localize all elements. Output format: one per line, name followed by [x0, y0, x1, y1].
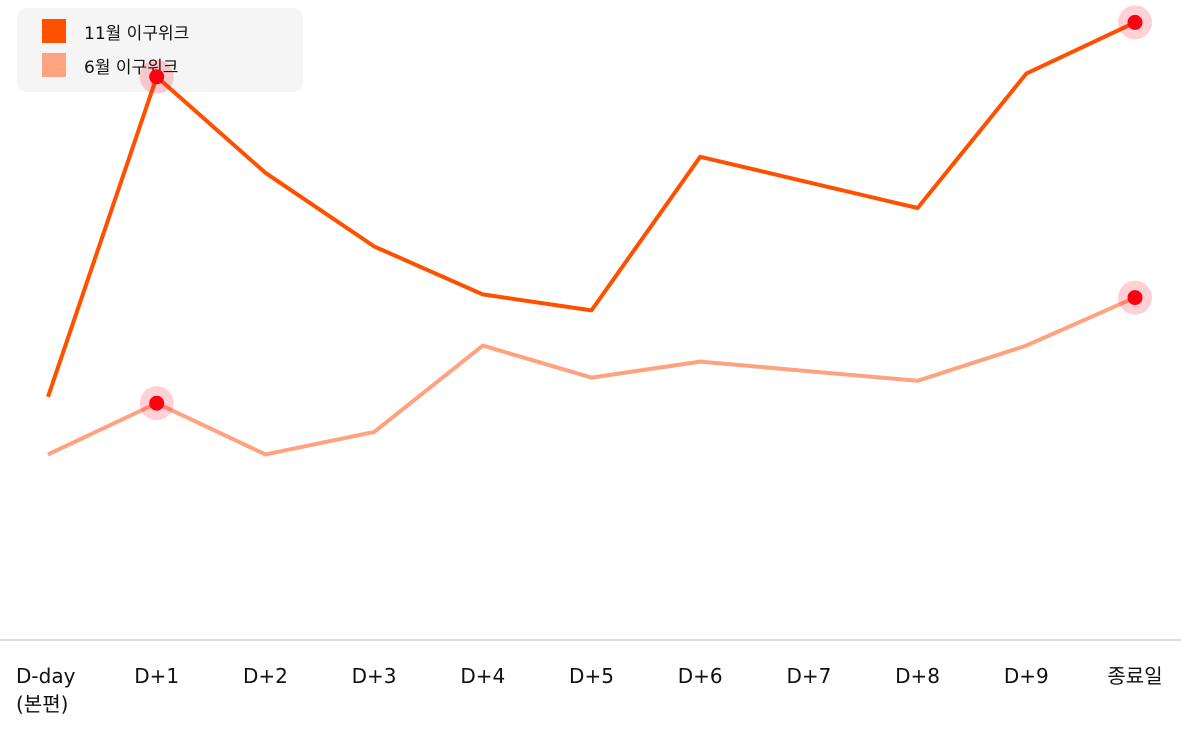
- legend-label-november: 11월 이구위크: [84, 23, 190, 44]
- x-tick-label-10: 종료일: [1107, 664, 1162, 688]
- x-tick-label-8: D+8: [895, 664, 940, 688]
- x-tick-label-5: D+5: [569, 664, 614, 688]
- series-line-0: [46, 20, 1136, 398]
- legend-item-november: 11월 이구위크: [42, 19, 190, 44]
- highlight-point-s1-p10: [1127, 290, 1143, 306]
- x-tick-label-3: D+3: [352, 664, 397, 688]
- highlight-point-s1-p1: [149, 395, 165, 411]
- series-line-1: [47, 295, 1136, 457]
- highlight-point-s0-p10: [1127, 14, 1143, 30]
- x-tick-label-0: D-day (본편): [16, 664, 76, 716]
- x-tick-label-2: D+2: [243, 664, 288, 688]
- legend-swatch-june: [42, 53, 66, 77]
- x-tick-label-6: D+6: [678, 664, 723, 688]
- highlight-point-s0-p1: [149, 69, 165, 85]
- x-tick-label-1: D+1: [134, 664, 179, 688]
- x-tick-label-4: D+4: [460, 664, 505, 688]
- x-tick-label-7: D+7: [786, 664, 831, 688]
- legend-swatch-november: [42, 19, 66, 43]
- x-tick-label-9: D+9: [1004, 664, 1049, 688]
